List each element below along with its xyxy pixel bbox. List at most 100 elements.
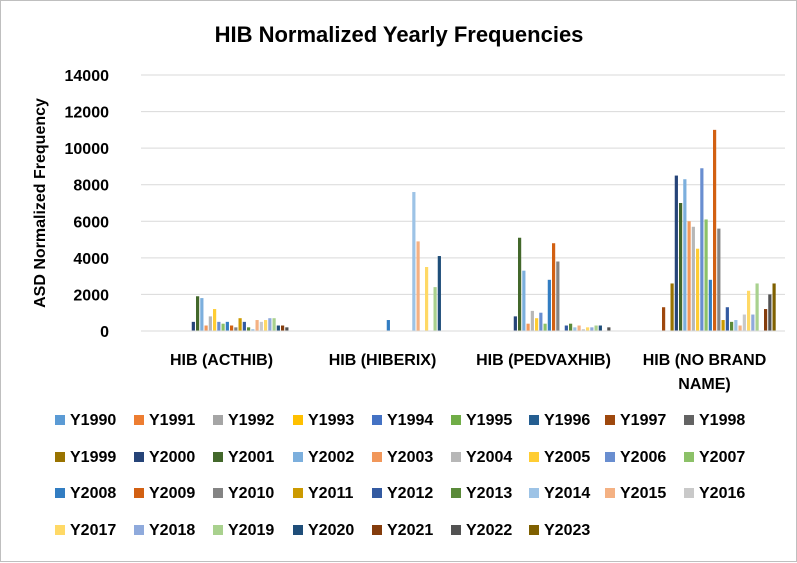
legend-swatch — [55, 525, 65, 535]
bar — [569, 323, 573, 331]
bar — [425, 267, 429, 331]
legend-label: Y1990 — [70, 412, 116, 429]
legend-entry: Y2009 — [134, 485, 195, 502]
legend-swatch — [529, 488, 539, 498]
bar — [513, 316, 517, 331]
legend-entry: Y2018 — [134, 522, 195, 539]
legend-entry: Y2002 — [293, 449, 354, 466]
bar — [607, 327, 611, 331]
bar — [742, 314, 746, 331]
legend-label: Y2015 — [620, 485, 666, 502]
legend-entry: Y2013 — [451, 485, 512, 502]
bar — [577, 325, 581, 331]
legend-label: Y2012 — [387, 485, 433, 502]
bar — [598, 325, 602, 331]
legend-swatch — [134, 525, 144, 535]
legend-swatch — [684, 452, 694, 462]
bar — [191, 321, 195, 331]
bar — [679, 203, 683, 331]
legend-swatch — [213, 488, 223, 498]
bar — [573, 327, 577, 331]
category-label: HIB (ACTHIB) — [170, 352, 273, 369]
bars — [191, 129, 776, 331]
legend-swatch — [529, 415, 539, 425]
category-labels: HIB (ACTHIB) HIB (HIBERIX) HIB (PEDVAXHIB)… — [170, 352, 766, 393]
legend-label: Y2011 — [308, 485, 353, 502]
legend-label: Y2002 — [308, 449, 354, 466]
bar — [734, 320, 738, 331]
y-tick-label: 10000 — [65, 141, 110, 158]
legend-label: Y2013 — [466, 485, 512, 502]
bar — [755, 283, 759, 331]
category-label: HIB (NO BRAND NAME) — [643, 352, 767, 393]
legend-swatch — [134, 415, 144, 425]
y-tick-label: 12000 — [65, 105, 110, 122]
legend-label: Y1999 — [70, 449, 116, 466]
legend-entry: Y1997 — [605, 412, 666, 429]
bar — [213, 309, 217, 331]
legend-swatch — [55, 488, 65, 498]
bar — [416, 241, 420, 331]
bar — [242, 321, 246, 331]
bar — [586, 327, 590, 331]
legend-label: Y2017 — [70, 522, 116, 539]
legend-entry: Y1999 — [55, 449, 116, 466]
bar — [747, 290, 751, 331]
bar — [433, 287, 437, 331]
bar — [687, 221, 691, 331]
bar — [662, 307, 666, 331]
legend-label: Y1991 — [149, 412, 195, 429]
legend-entry: Y2017 — [55, 522, 116, 539]
bar — [700, 168, 704, 331]
legend-label: Y1992 — [228, 412, 274, 429]
y-tick-label: 14000 — [65, 68, 110, 85]
legend-swatch — [451, 415, 461, 425]
bar — [556, 261, 560, 331]
bar — [272, 318, 276, 331]
bar — [522, 270, 526, 331]
bar — [738, 325, 742, 331]
legend-swatch — [605, 452, 615, 462]
bar — [437, 256, 441, 331]
y-tick-label: 8000 — [73, 178, 109, 195]
y-tick-label: 6000 — [73, 214, 109, 231]
legend-label: Y1996 — [544, 412, 590, 429]
legend-entry: Y1993 — [293, 412, 354, 429]
bar — [196, 296, 200, 331]
legend-entry: Y2012 — [372, 485, 433, 502]
legend-entry: Y2004 — [451, 449, 512, 466]
bar — [730, 321, 734, 331]
y-tick-label: 4000 — [73, 251, 109, 268]
bar — [674, 175, 678, 331]
legend-label: Y2020 — [308, 522, 354, 539]
bar — [594, 325, 598, 331]
bar — [683, 179, 687, 331]
legend-label: Y2018 — [149, 522, 195, 539]
legend-swatch — [372, 452, 382, 462]
bar — [276, 325, 280, 331]
bar — [255, 320, 259, 331]
legend-label: Y2004 — [466, 449, 512, 466]
legend-label: Y2022 — [466, 522, 512, 539]
legend-label: Y2006 — [620, 449, 666, 466]
legend-label: Y1993 — [308, 412, 354, 429]
bar — [704, 219, 708, 331]
bar — [535, 318, 539, 331]
legend-entry: Y2005 — [529, 449, 590, 466]
legend-swatch — [293, 525, 303, 535]
legend-label: Y2009 — [149, 485, 195, 502]
legend-label: Y2021 — [387, 522, 433, 539]
bar — [725, 307, 729, 331]
legend-entry: Y1998 — [684, 412, 745, 429]
bar — [717, 228, 721, 331]
bar — [713, 129, 717, 331]
legend-entry: Y2011 — [293, 485, 353, 502]
legend-entry: Y2020 — [293, 522, 354, 539]
legend-entry: Y2010 — [213, 485, 274, 502]
legend-swatch — [372, 525, 382, 535]
bar — [708, 279, 712, 331]
bar — [670, 283, 674, 331]
y-axis-label: ASD Normalized Frequency — [32, 98, 49, 308]
legend-label: Y2005 — [544, 449, 590, 466]
